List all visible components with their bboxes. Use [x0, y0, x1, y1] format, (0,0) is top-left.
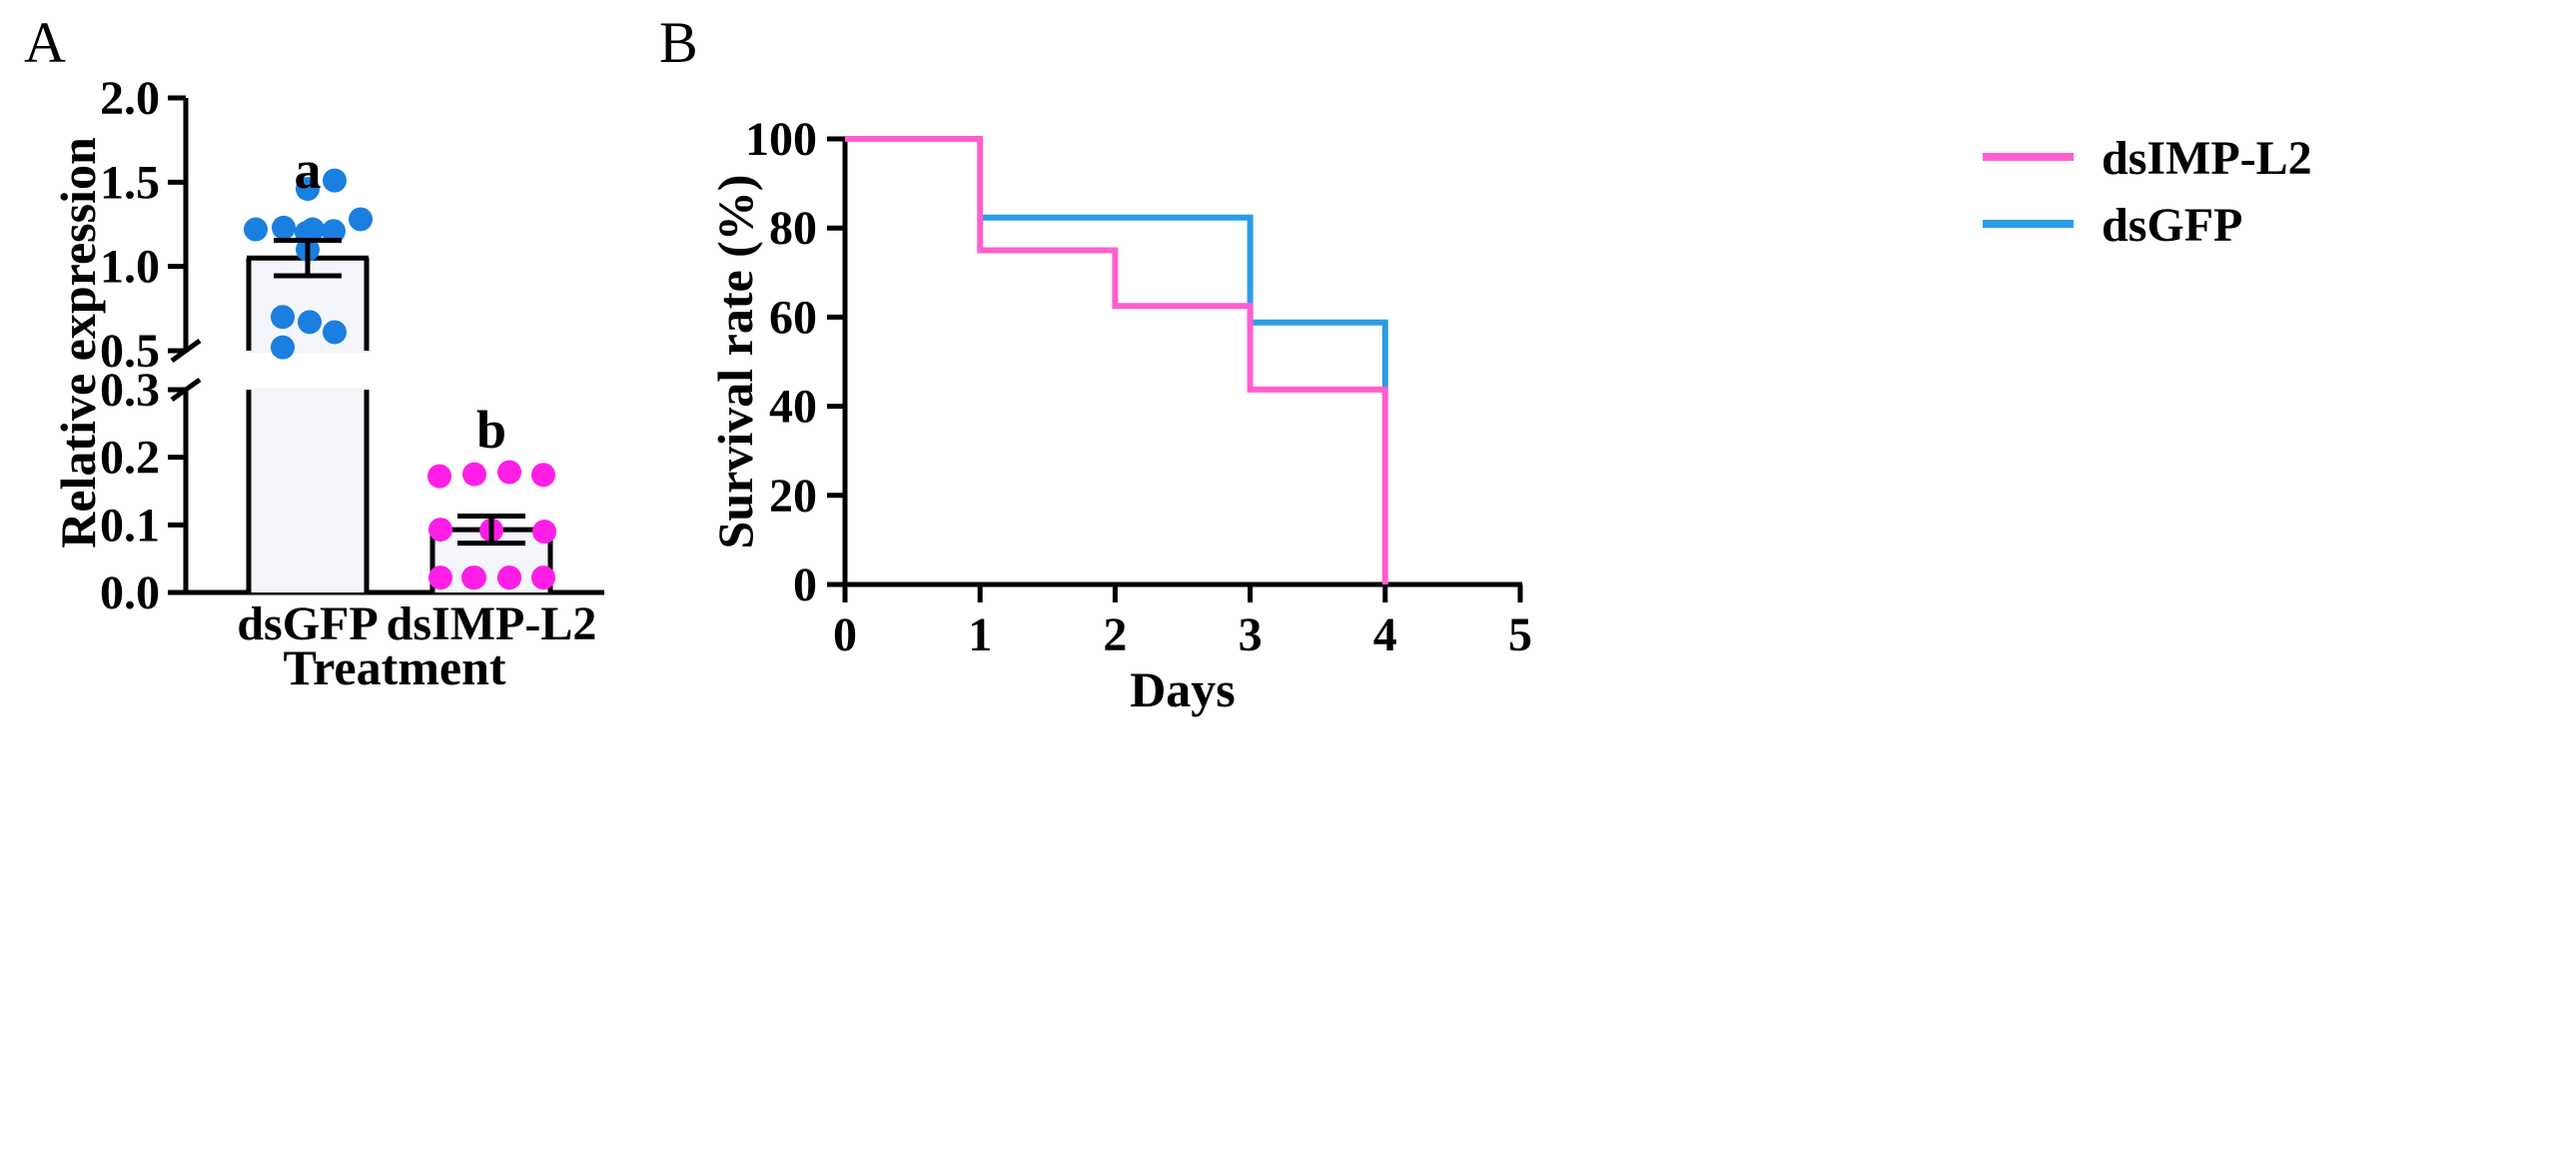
- data-point-dsgfp: [322, 219, 346, 244]
- data-point-dsimp-l2: [497, 566, 521, 590]
- x-tick-label: 1: [968, 608, 992, 661]
- data-point-dsgfp: [244, 217, 268, 242]
- y-tick-label: 0: [793, 559, 817, 611]
- y-tick-label: 0.5: [100, 325, 160, 378]
- y-tick-label: 0.1: [100, 499, 160, 552]
- panel-a-label: A: [24, 10, 66, 75]
- series-line-dsgfp: [980, 214, 1388, 389]
- x-axis-title: Treatment: [283, 639, 505, 695]
- x-tick-label: 4: [1373, 608, 1397, 661]
- data-point-dsgfp: [323, 168, 347, 193]
- data-point-dsgfp: [323, 320, 347, 345]
- survival-chart: 0 20 40 60 80 100 0 1 2 3 4 5 Survival rate (%) Days d…: [707, 113, 2312, 717]
- x-tick-label: 2: [1103, 608, 1127, 661]
- panel-b-label: B: [659, 10, 698, 75]
- y-tick-label: 100: [745, 113, 817, 166]
- y-tick-label: 0.2: [100, 432, 160, 485]
- x-tick-label-dsgfp: dsGFP: [237, 597, 378, 650]
- y-tick-label: 0.0: [100, 567, 160, 619]
- y-tick-label: 40: [769, 381, 817, 434]
- y-tick-label: 60: [769, 291, 817, 344]
- data-point-dsgfp: [298, 310, 322, 335]
- data-point-dsimp-l2: [497, 460, 521, 485]
- y-tick-label: 2.0: [100, 72, 160, 125]
- y-tick-label: 80: [769, 202, 817, 255]
- data-point-dsimp-l2: [428, 464, 451, 489]
- data-point-dsgfp: [272, 215, 296, 240]
- data-point-dsimp-l2: [462, 462, 486, 487]
- x-axis-title: Days: [1130, 661, 1236, 717]
- y-tick-label: 1.5: [100, 156, 160, 209]
- data-point-dsimp-l2: [429, 518, 452, 543]
- data-point-dsgfp: [296, 177, 320, 202]
- y-tick-label: 1.0: [100, 241, 160, 294]
- x-tick-label: 5: [1508, 608, 1532, 661]
- data-point-dsgfp: [349, 207, 373, 232]
- significance-letter-dsimp-l2: b: [476, 400, 506, 460]
- x-tick-label-dsimp-l2: dsIMP-L2: [387, 597, 597, 650]
- data-point-dsgfp: [271, 305, 295, 330]
- x-tick-label: 0: [833, 608, 857, 661]
- bar-fill-dsgfp: [249, 258, 367, 592]
- y-tick-label: 20: [769, 470, 817, 523]
- bar-chart-relative-expression: 0.0 0.1 0.2 0.30.5 1.0 1.5 2.0 Relative express…: [50, 72, 604, 695]
- x-tick-label: 3: [1239, 608, 1263, 661]
- significance-letter-dsgfp: a: [295, 140, 322, 200]
- data-point-dsimp-l2: [532, 520, 556, 545]
- series-line-dsimp-l2: [845, 136, 1388, 584]
- data-point-dsimp-l2: [531, 463, 555, 488]
- data-point-dsimp-l2: [429, 566, 452, 590]
- y-tick-label: 0.3: [100, 364, 160, 417]
- data-point-dsimp-l2: [462, 566, 486, 590]
- data-point-dsgfp: [301, 217, 325, 242]
- y-axis-title: Survival rate (%): [707, 175, 763, 550]
- data-point-dsgfp: [271, 335, 295, 360]
- legend-label-dsgfp: dsGFP: [2102, 199, 2242, 252]
- data-point-dsimp-l2: [531, 566, 555, 590]
- legend-label-dsimp-l2: dsIMP-L2: [2102, 132, 2312, 185]
- bar-break-gap-dsgfp: [246, 353, 370, 388]
- y-axis-title: Relative expression: [50, 137, 106, 549]
